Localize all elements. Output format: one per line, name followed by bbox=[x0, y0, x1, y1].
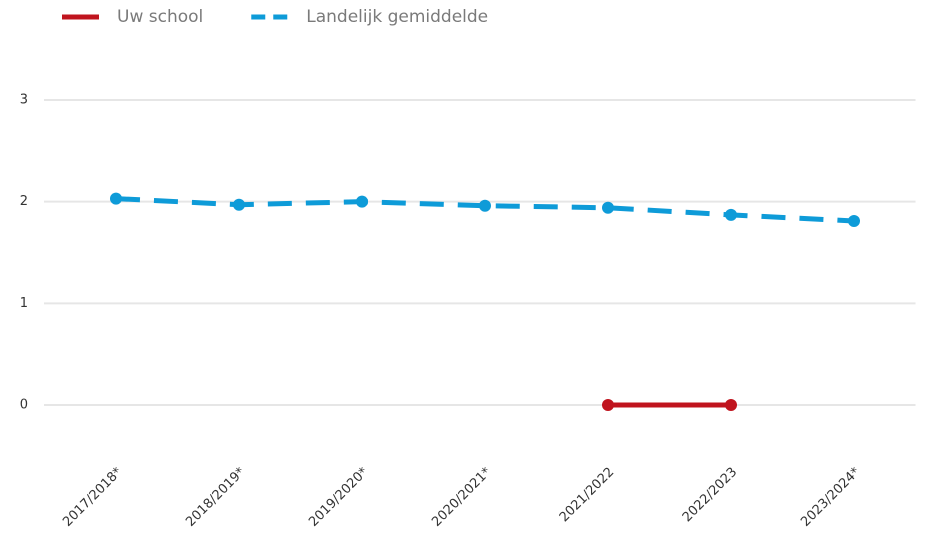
x-tick-label: 2017/2018* bbox=[60, 464, 125, 529]
point bbox=[602, 201, 614, 214]
x-tick-label: 2018/2019* bbox=[183, 464, 248, 529]
x-tick-label: 2022/2023 bbox=[680, 465, 741, 526]
point bbox=[110, 192, 122, 205]
point bbox=[602, 399, 614, 412]
point bbox=[848, 214, 860, 227]
legend-label: Landelijk gemiddelde bbox=[306, 7, 488, 27]
y-tick-label: 2 bbox=[20, 194, 28, 209]
x-tick-label: 2019/2020* bbox=[306, 464, 371, 529]
point bbox=[479, 199, 491, 212]
x-tick-label: 2020/2021* bbox=[429, 464, 494, 529]
x-tick-label: 2021/2022 bbox=[557, 465, 618, 526]
x-tick-label: 2023/2024* bbox=[798, 464, 863, 529]
y-tick-label: 1 bbox=[20, 296, 28, 311]
point bbox=[725, 399, 737, 412]
point bbox=[725, 208, 737, 221]
y-tick-label: 0 bbox=[20, 398, 28, 413]
point bbox=[233, 198, 245, 211]
y-tick-label: 3 bbox=[20, 92, 28, 107]
point bbox=[356, 195, 368, 208]
legend-label: Uw school bbox=[117, 7, 203, 27]
